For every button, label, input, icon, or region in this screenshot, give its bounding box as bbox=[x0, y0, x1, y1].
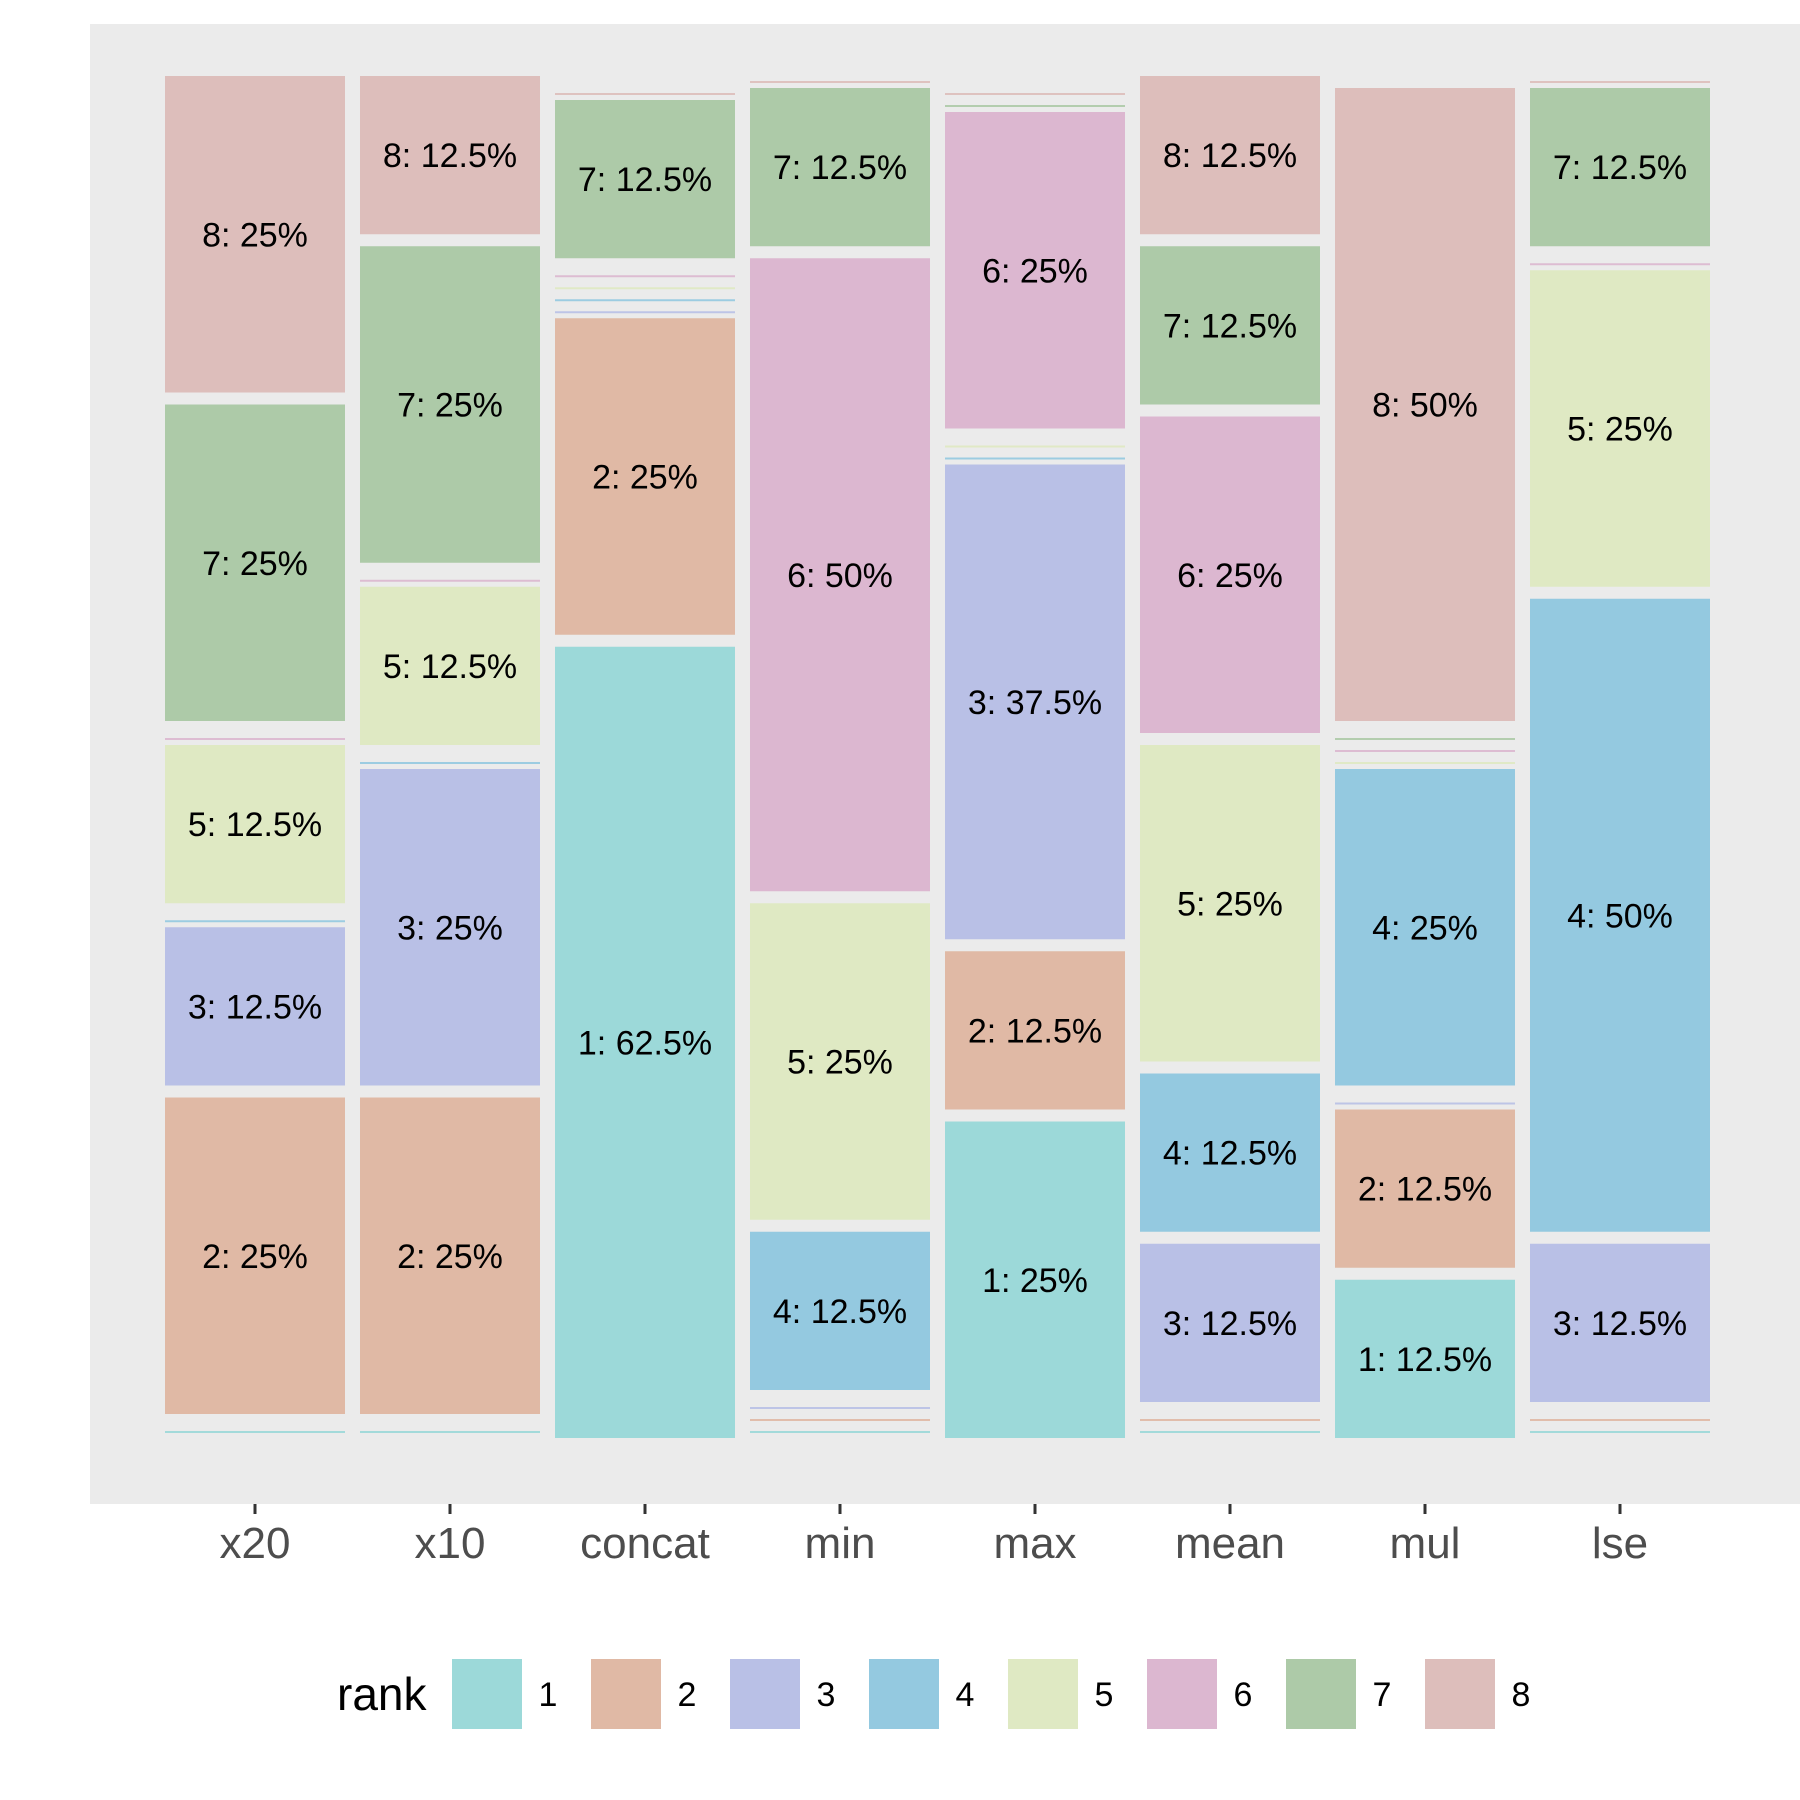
bar-segment bbox=[360, 586, 540, 745]
segment-label: 7: 12.5% bbox=[578, 161, 712, 199]
x-tick-label: mean bbox=[1175, 1519, 1285, 1568]
bars-layer: 8: 25% 7: 25% 5: 12.5% 3: 12.5% 2: 25% 8: 12.… bbox=[165, 76, 1710, 1438]
bar-segment bbox=[555, 646, 735, 1438]
x-tick-label: min bbox=[805, 1519, 876, 1568]
bar-segment bbox=[165, 1097, 345, 1414]
bar-segment bbox=[750, 903, 930, 1220]
legend-label: 6 bbox=[1234, 1676, 1253, 1714]
segment-label: 7: 12.5% bbox=[773, 149, 907, 187]
segment-label: 6: 25% bbox=[982, 252, 1088, 290]
bar-segment bbox=[945, 1121, 1125, 1438]
legend-key bbox=[869, 1659, 939, 1729]
segment-label: 2: 12.5% bbox=[1358, 1171, 1492, 1209]
segment-label: 6: 25% bbox=[1177, 557, 1283, 595]
bar-segment bbox=[1140, 76, 1320, 235]
segment-label: 8: 12.5% bbox=[1163, 137, 1297, 175]
legend-label: 4 bbox=[956, 1676, 975, 1714]
segment-label: 1: 12.5% bbox=[1358, 1341, 1492, 1379]
segment-label: 2: 12.5% bbox=[968, 1012, 1102, 1050]
segment-label: 4: 50% bbox=[1567, 897, 1673, 935]
legend-label: 7 bbox=[1373, 1676, 1392, 1714]
bar-segment bbox=[360, 76, 540, 235]
bar-segment bbox=[1335, 1279, 1515, 1438]
bar-segment bbox=[750, 88, 930, 247]
bar-segment bbox=[945, 464, 1125, 940]
bar-segment bbox=[555, 100, 735, 259]
bar-segment bbox=[1530, 270, 1710, 587]
legend-key bbox=[1147, 1659, 1217, 1729]
segment-label: 7: 12.5% bbox=[1553, 149, 1687, 187]
bar-segment bbox=[1335, 769, 1515, 1086]
x-tick-label: max bbox=[993, 1519, 1076, 1568]
bar-segment bbox=[1530, 1243, 1710, 1402]
bar-segment bbox=[1335, 88, 1515, 721]
segment-label: 2: 25% bbox=[592, 459, 698, 497]
segment-label: 3: 12.5% bbox=[1553, 1305, 1687, 1343]
legend-key bbox=[452, 1659, 522, 1729]
segment-label: 4: 25% bbox=[1372, 909, 1478, 947]
legend-title: rank bbox=[337, 1668, 427, 1720]
legend-label: 1 bbox=[539, 1676, 558, 1714]
segment-label: 6: 50% bbox=[787, 557, 893, 595]
segment-label: 3: 12.5% bbox=[1163, 1305, 1297, 1343]
bar-segment bbox=[165, 404, 345, 721]
x-axis: x20 x10 concat min max mean mul lse bbox=[220, 1504, 1648, 1568]
legend-label: 5 bbox=[1095, 1676, 1114, 1714]
segment-label: 8: 50% bbox=[1372, 387, 1478, 425]
segment-label: 5: 25% bbox=[787, 1044, 893, 1082]
bar-segment bbox=[750, 1231, 930, 1390]
x-tick-label: mul bbox=[1390, 1519, 1461, 1568]
x-tick-label: x20 bbox=[220, 1519, 291, 1568]
legend: rank 1 2 3 4 5 6 7 8 bbox=[337, 1659, 1530, 1729]
segment-label: 8: 12.5% bbox=[383, 137, 517, 175]
bar-segment bbox=[1140, 1243, 1320, 1402]
segment-label: 5: 12.5% bbox=[383, 648, 517, 686]
segment-label: 7: 25% bbox=[397, 387, 503, 425]
bar-segment bbox=[1530, 88, 1710, 247]
x-tick-label: x10 bbox=[415, 1519, 486, 1568]
legend-key bbox=[1286, 1659, 1356, 1729]
segment-label: 5: 12.5% bbox=[188, 806, 322, 844]
segment-label: 3: 37.5% bbox=[968, 684, 1102, 722]
legend-label: 2 bbox=[678, 1676, 697, 1714]
bar-segment bbox=[1140, 246, 1320, 405]
segment-label: 3: 12.5% bbox=[188, 988, 322, 1026]
bar-segment bbox=[1530, 598, 1710, 1232]
segment-label: 2: 25% bbox=[397, 1238, 503, 1276]
x-tick-label: concat bbox=[580, 1519, 710, 1568]
legend-label: 8 bbox=[1512, 1676, 1531, 1714]
bar-segment bbox=[165, 76, 345, 393]
segment-label: 7: 25% bbox=[202, 545, 308, 583]
bar-segment bbox=[1140, 1073, 1320, 1232]
segment-label: 8: 25% bbox=[202, 216, 308, 254]
legend-label: 3 bbox=[817, 1676, 836, 1714]
segment-label: 7: 12.5% bbox=[1163, 307, 1297, 345]
bar-segment bbox=[360, 1097, 540, 1414]
segment-label: 5: 25% bbox=[1567, 411, 1673, 449]
segment-label: 4: 12.5% bbox=[1163, 1135, 1297, 1173]
bar-segment bbox=[165, 745, 345, 904]
bar-segment bbox=[945, 112, 1125, 429]
segment-label: 3: 25% bbox=[397, 909, 503, 947]
bar-segment bbox=[555, 318, 735, 635]
segment-label: 5: 25% bbox=[1177, 885, 1283, 923]
bar-segment bbox=[165, 927, 345, 1086]
bar-segment bbox=[360, 246, 540, 563]
x-tick-label: lse bbox=[1592, 1519, 1648, 1568]
bar-segment bbox=[750, 258, 930, 892]
segment-label: 2: 25% bbox=[202, 1238, 308, 1276]
bar-segment bbox=[945, 951, 1125, 1110]
segment-label: 1: 25% bbox=[982, 1262, 1088, 1300]
segment-label: 4: 12.5% bbox=[773, 1293, 907, 1331]
bar-segment bbox=[1140, 745, 1320, 1062]
bar-segment bbox=[1335, 1109, 1515, 1268]
bar-segment bbox=[1140, 416, 1320, 733]
legend-key bbox=[730, 1659, 800, 1729]
legend-key bbox=[1008, 1659, 1078, 1729]
bar-segment bbox=[360, 769, 540, 1086]
legend-key bbox=[591, 1659, 661, 1729]
segment-label: 1: 62.5% bbox=[578, 1024, 712, 1062]
legend-key bbox=[1425, 1659, 1495, 1729]
